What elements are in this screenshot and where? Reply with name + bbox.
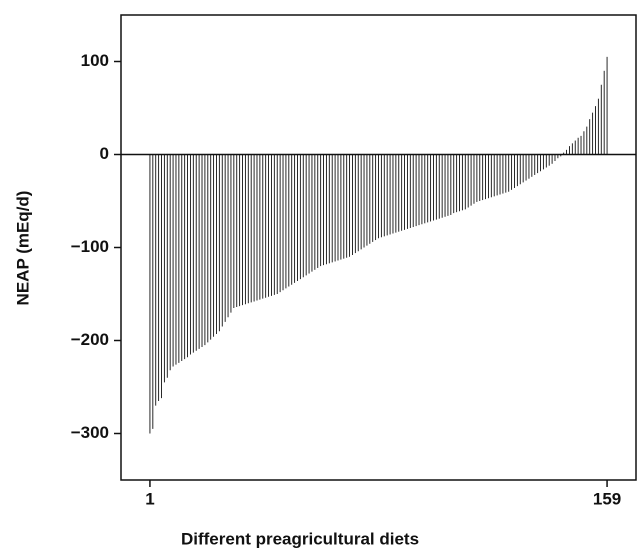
y-tick-label: −200 (71, 330, 109, 349)
y-tick-label: −300 (71, 423, 109, 442)
y-tick-label: 0 (100, 144, 109, 163)
plot-frame (120, 14, 637, 481)
x-tick-label: 159 (593, 489, 621, 508)
x-tick-label: 1 (145, 489, 154, 508)
x-axis-label: Different preagricultural diets (181, 529, 419, 548)
y-axis-label: NEAP (mEq/d) (13, 191, 32, 306)
y-tick-label: 100 (81, 51, 109, 70)
y-tick-label: −100 (71, 237, 109, 256)
